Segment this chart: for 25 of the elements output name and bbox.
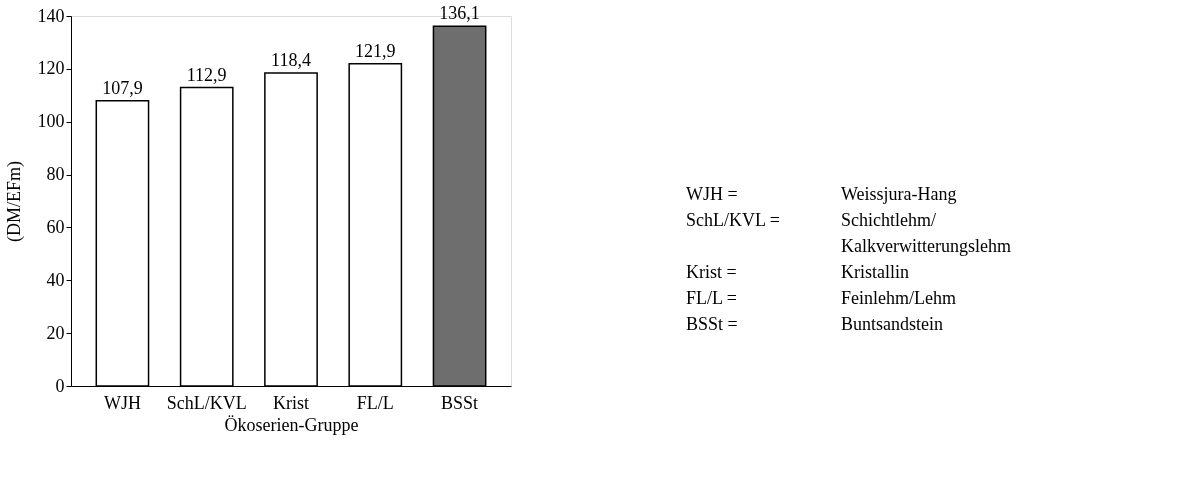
text: Krist = Kristallin: [686, 262, 909, 282]
x-tick-label: Krist: [273, 392, 309, 413]
data-label: 136,1: [439, 3, 480, 24]
x-tick-label: BSSt: [441, 392, 479, 413]
text: SchL/KVL = Schichtlehm/ Kalkverwitterungslehm: [686, 210, 1011, 256]
text: FL/L = Feinlehm/Lehm: [686, 288, 956, 308]
data-label: 121,9: [355, 40, 396, 61]
y-axis-title: (DM/EFm): [3, 160, 25, 242]
y-tick-label: 60: [46, 216, 65, 237]
data-label: 112,9: [186, 64, 227, 85]
text: BSSt = Buntsandstein: [686, 314, 943, 334]
data-label: 118,4: [271, 50, 311, 71]
x-tick-label: SchL/KVL: [166, 392, 247, 413]
y-tick-label: 20: [46, 322, 65, 343]
y-tick-label: 0: [55, 375, 65, 396]
x-axis-title: Ökoserien-Gruppe: [224, 414, 359, 435]
y-tick-label: 140: [37, 5, 65, 26]
text: WJH = Weissjura-Hang: [686, 184, 957, 204]
y-tick-label: 100: [37, 111, 65, 132]
y-tick-label: 40: [46, 269, 65, 290]
x-tick-label: FL/L: [356, 392, 394, 413]
x-tick-label: WJH: [103, 392, 141, 413]
data-label: 107,9: [102, 77, 143, 98]
y-tick-label: 80: [46, 164, 65, 185]
y-tick-label: 120: [37, 58, 65, 79]
